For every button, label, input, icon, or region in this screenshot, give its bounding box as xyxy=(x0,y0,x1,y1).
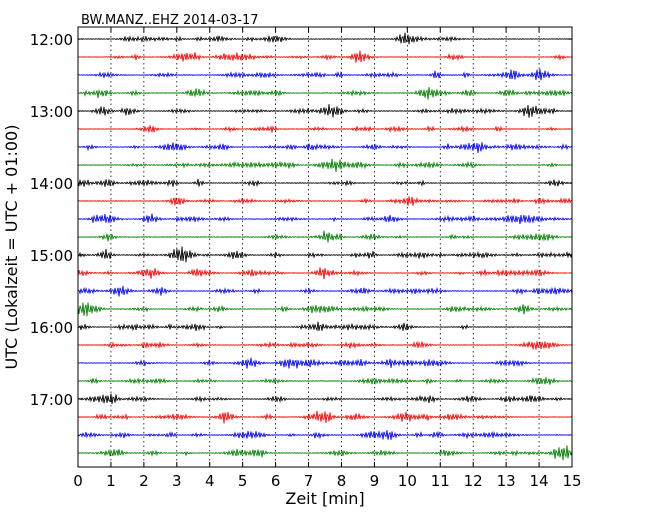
y-tick-label: 15:00 xyxy=(30,247,73,265)
trace-1545 xyxy=(77,302,573,317)
trace-1445 xyxy=(77,230,573,243)
x-tick-label: 15 xyxy=(562,472,581,490)
trace-1330 xyxy=(77,142,573,154)
x-tick-label: 13 xyxy=(497,472,516,490)
y-axis-ticks: 12:00 13:00 14:00 15:00 16:00 17:00 xyxy=(30,31,572,409)
x-tick-label: 0 xyxy=(73,472,83,490)
trace-1515 xyxy=(77,267,573,280)
x-tick-label: 1 xyxy=(106,472,116,490)
x-tick-label: 5 xyxy=(238,472,248,490)
x-tick-label: 7 xyxy=(304,472,314,490)
y-tick-label: 13:00 xyxy=(30,103,73,121)
y-tick-label: 14:00 xyxy=(30,175,73,193)
trace-1245 xyxy=(77,87,573,100)
trace-1700 xyxy=(77,393,573,405)
chart-title: BW.MANZ..EHZ 2014-03-17 xyxy=(81,13,259,28)
trace-1400 xyxy=(77,178,573,188)
trace-1600 xyxy=(77,321,573,332)
trace-1500 xyxy=(77,246,573,263)
trace-1200 xyxy=(77,32,573,45)
trace-1715 xyxy=(77,410,573,424)
x-axis-ticks: 0 1 2 3 4 5 6 7 8 9 10 11 12 13 14 15 xyxy=(73,27,582,490)
trace-1730 xyxy=(77,430,573,440)
trace-1215 xyxy=(77,50,573,63)
y-tick-label: 16:00 xyxy=(30,319,73,337)
plot-frame xyxy=(77,26,573,468)
seismic-traces xyxy=(77,32,573,461)
trace-1630 xyxy=(77,357,573,369)
trace-1430 xyxy=(77,213,573,225)
x-tick-label: 4 xyxy=(205,472,215,490)
y-tick-label: 17:00 xyxy=(30,391,73,409)
x-axis-title: Zeit [min] xyxy=(285,489,364,508)
x-tick-label: 2 xyxy=(139,472,149,490)
x-tick-label: 12 xyxy=(464,472,483,490)
x-tick-label: 14 xyxy=(530,472,549,490)
x-tick-label: 3 xyxy=(172,472,182,490)
trace-1745 xyxy=(77,445,573,461)
trace-1415 xyxy=(77,196,573,206)
trace-1615 xyxy=(77,340,573,350)
x-tick-label: 6 xyxy=(271,472,281,490)
x-tick-label: 10 xyxy=(398,472,417,490)
x-tick-label: 11 xyxy=(431,472,450,490)
trace-1315 xyxy=(77,125,573,134)
grid-lines xyxy=(110,27,540,467)
trace-1345 xyxy=(77,158,573,172)
y-axis-title: UTC (Lokalzeit = UTC + 01:00) xyxy=(2,125,21,370)
trace-1230 xyxy=(77,68,573,81)
y-tick-label: 12:00 xyxy=(30,31,73,49)
trace-1300 xyxy=(77,104,573,118)
x-tick-label: 8 xyxy=(337,472,347,490)
trace-1645 xyxy=(77,376,573,386)
trace-1530 xyxy=(77,285,573,297)
x-tick-label: 9 xyxy=(370,472,380,490)
